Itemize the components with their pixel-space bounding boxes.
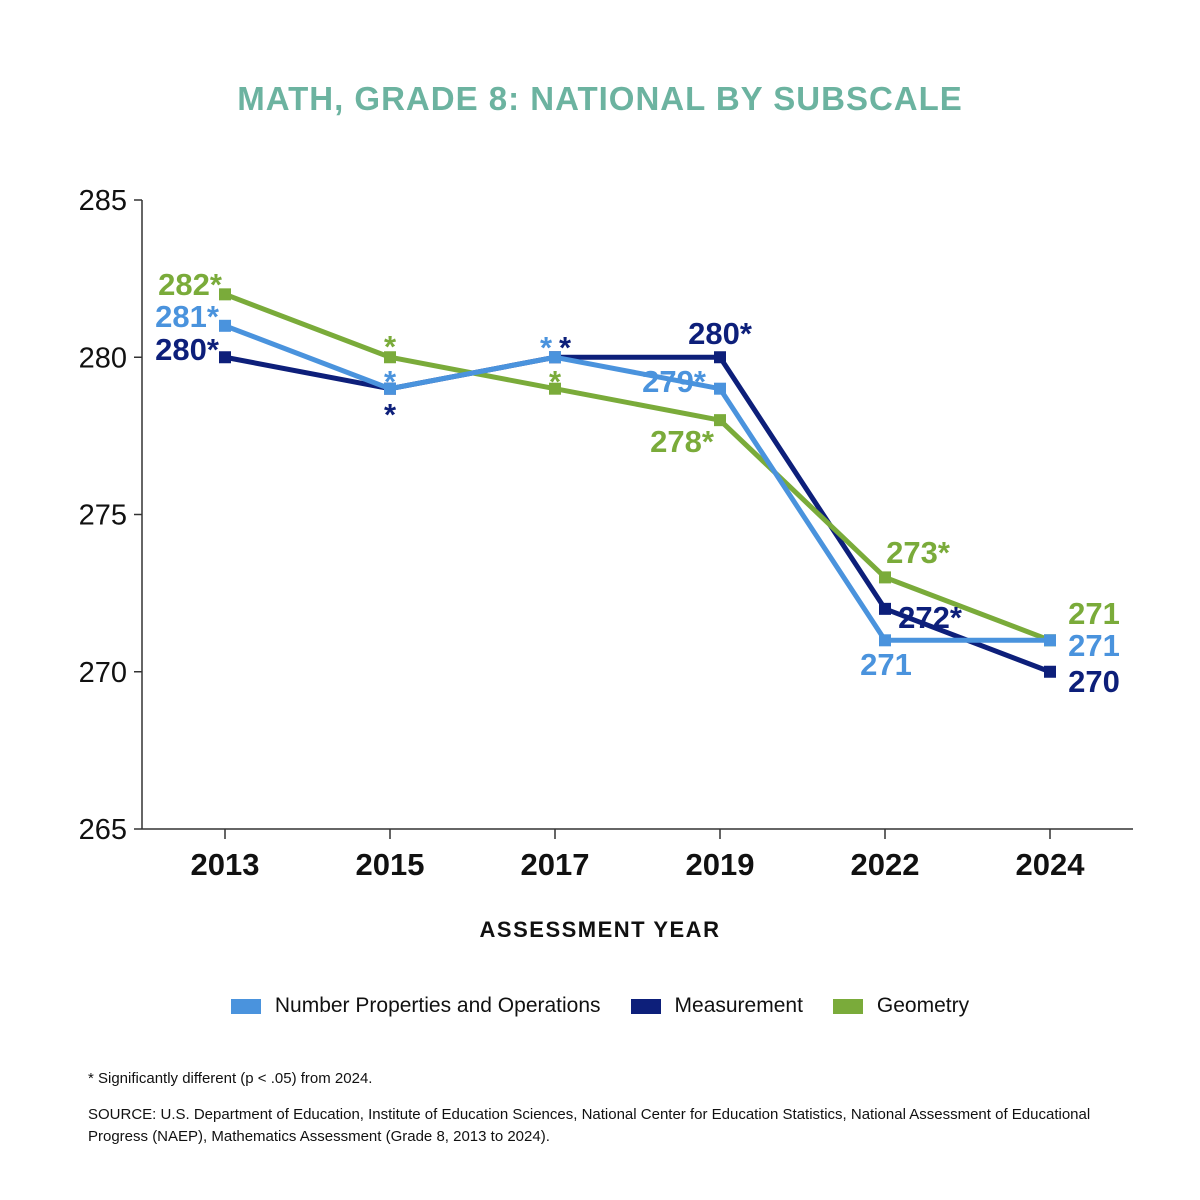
data-label-measurement-2019: 280* [688,316,753,351]
x-tick-label-2024: 2024 [1016,847,1086,882]
series-line-geometry [224,292,1051,643]
data-label-measurement-2017: * [559,330,572,365]
data-point-geometry-2013 [219,288,231,301]
y-tick-label-275: 275 [79,500,127,532]
data-label-number-properties-2015: * [384,364,397,399]
y-tick-label-270: 270 [79,657,127,689]
data-point-number-properties-2015 [384,382,396,395]
legend-label-number-properties: Number Properties and Operations [274,994,601,1017]
legend-label-measurement: Measurement [674,994,803,1017]
legend-swatch-geometry [832,998,863,1014]
data-label-number-properties-2024: 271 [1068,628,1120,663]
x-tick-label-2013: 2013 [191,847,260,882]
data-label-geometry-2015: * [384,329,397,364]
legend-item-number-properties: Number Properties and Operations [230,994,601,1018]
x-tick-label-2022: 2022 [851,847,920,882]
source-note: SOURCE: U.S. Department of Education, In… [88,1106,1091,1145]
data-label-number-properties-2022: 271 [860,647,912,682]
series-line-number-properties [224,323,1050,643]
data-label-measurement-2024: 270 [1068,664,1120,699]
data-point-geometry-2015 [384,351,396,364]
legend-swatch-measurement [630,998,661,1014]
data-label-geometry-2019: 278* [650,424,715,459]
data-label-geometry-2013: 282* [158,267,223,302]
data-label-number-properties-2017: * [540,330,553,365]
data-label-number-properties-2013: 281* [155,299,220,334]
data-point-number-properties-2017 [549,351,561,364]
y-tick-label-265: 265 [79,814,127,846]
data-label-geometry-2017: * [549,364,562,399]
data-label-number-properties-2019: 279* [642,364,707,399]
data-label-measurement-2022: 272* [898,600,963,635]
data-label-geometry-2022: 273* [886,535,951,570]
data-point-geometry-2017 [549,382,561,395]
data-point-measurement-2019 [714,351,726,364]
x-axis-label: ASSESSMENT YEAR [480,917,721,942]
data-point-geometry-2022 [879,571,891,584]
data-label-measurement-2015: * [384,397,397,432]
series-line-measurement [224,354,1051,675]
y-tick-label-280: 280 [79,342,127,374]
y-tick-label-285: 285 [79,185,127,217]
data-label-geometry-2024: 271 [1068,596,1120,631]
legend: Number Properties and Operations Measure… [0,994,1200,1018]
data-point-number-properties-2019 [714,382,726,395]
legend-swatch-number-properties [230,998,261,1014]
data-point-measurement-2022 [879,602,891,615]
line-chart: 285 280 275 270 265 2013 2015 2017 2019 2022 2024 A… [79,185,1133,942]
x-tick-label-2015: 2015 [356,847,425,882]
data-point-number-properties-2024 [1044,634,1056,647]
data-point-geometry-2019 [714,414,726,427]
legend-label-geometry: Geometry [876,994,970,1017]
footnote: * Significantly different (p < .05) from… [88,1070,373,1087]
data-point-number-properties-2022 [879,634,891,647]
data-label-measurement-2013: 280* [155,332,220,367]
x-tick-label-2019: 2019 [686,847,755,882]
legend-item-measurement: Measurement [630,994,803,1018]
legend-item-geometry: Geometry [832,994,970,1018]
x-tick-label-2017: 2017 [521,847,590,882]
chart-title: MATH, GRADE 8: NATIONAL BY SUBSCALE [237,80,963,117]
data-point-measurement-2013 [219,351,231,364]
data-point-measurement-2024 [1044,665,1056,678]
data-point-number-properties-2013 [219,319,231,332]
